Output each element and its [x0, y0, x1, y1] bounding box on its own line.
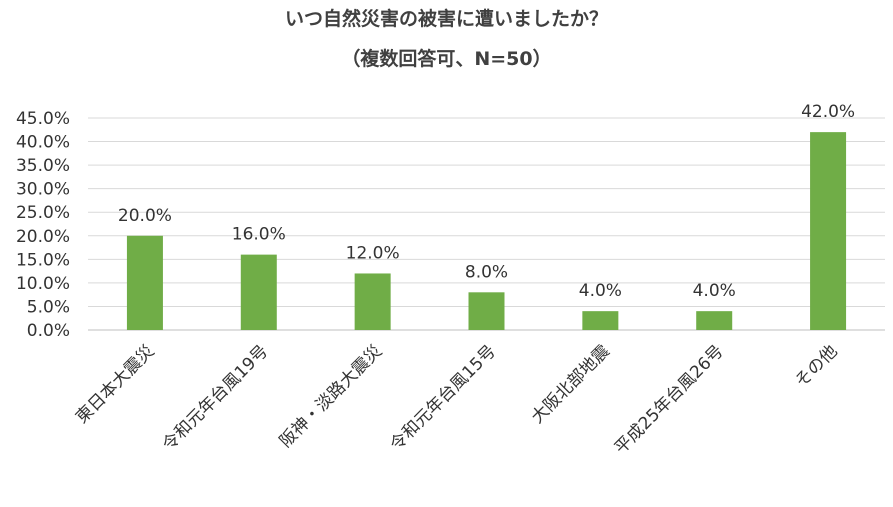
- bar: [696, 311, 733, 330]
- category-label: 大阪北部地震: [528, 341, 614, 427]
- data-label: 4.0%: [579, 281, 622, 301]
- data-label: 42.0%: [801, 102, 855, 122]
- y-tick-label: 15.0%: [16, 250, 70, 270]
- category-label: 阪神・淡路大震災: [276, 341, 386, 451]
- data-label: 4.0%: [693, 281, 736, 301]
- bar: [468, 292, 505, 330]
- category-label: 令和元年台風15号: [386, 341, 500, 455]
- chart-title: いつ自然災害の被害に遭いましたか？: [284, 8, 608, 30]
- y-tick-label: 30.0%: [16, 180, 70, 200]
- y-tick-label: 40.0%: [16, 133, 70, 153]
- data-label: 16.0%: [232, 225, 286, 245]
- category-label: 東日本大震災: [72, 341, 158, 427]
- bar: [582, 311, 619, 330]
- y-tick-label: 0.0%: [27, 321, 70, 341]
- bar: [810, 132, 847, 330]
- y-tick-label: 20.0%: [16, 227, 70, 247]
- bar: [354, 273, 391, 330]
- y-tick-label: 5.0%: [27, 297, 70, 317]
- y-tick-label: 25.0%: [16, 203, 70, 223]
- bar: [126, 235, 163, 330]
- category-label: 平成25年台風26号: [611, 341, 728, 458]
- category-label: 令和元年台風19号: [159, 341, 273, 455]
- category-label: その他: [791, 341, 841, 391]
- chart-subtitle: （複数回答可、N=50）: [341, 48, 552, 70]
- bar: [240, 254, 277, 330]
- data-label: 8.0%: [465, 262, 508, 282]
- y-tick-label: 10.0%: [16, 274, 70, 294]
- y-tick-label: 35.0%: [16, 156, 70, 176]
- data-label: 12.0%: [346, 243, 400, 263]
- data-label: 20.0%: [118, 206, 172, 226]
- y-tick-label: 45.0%: [16, 109, 70, 129]
